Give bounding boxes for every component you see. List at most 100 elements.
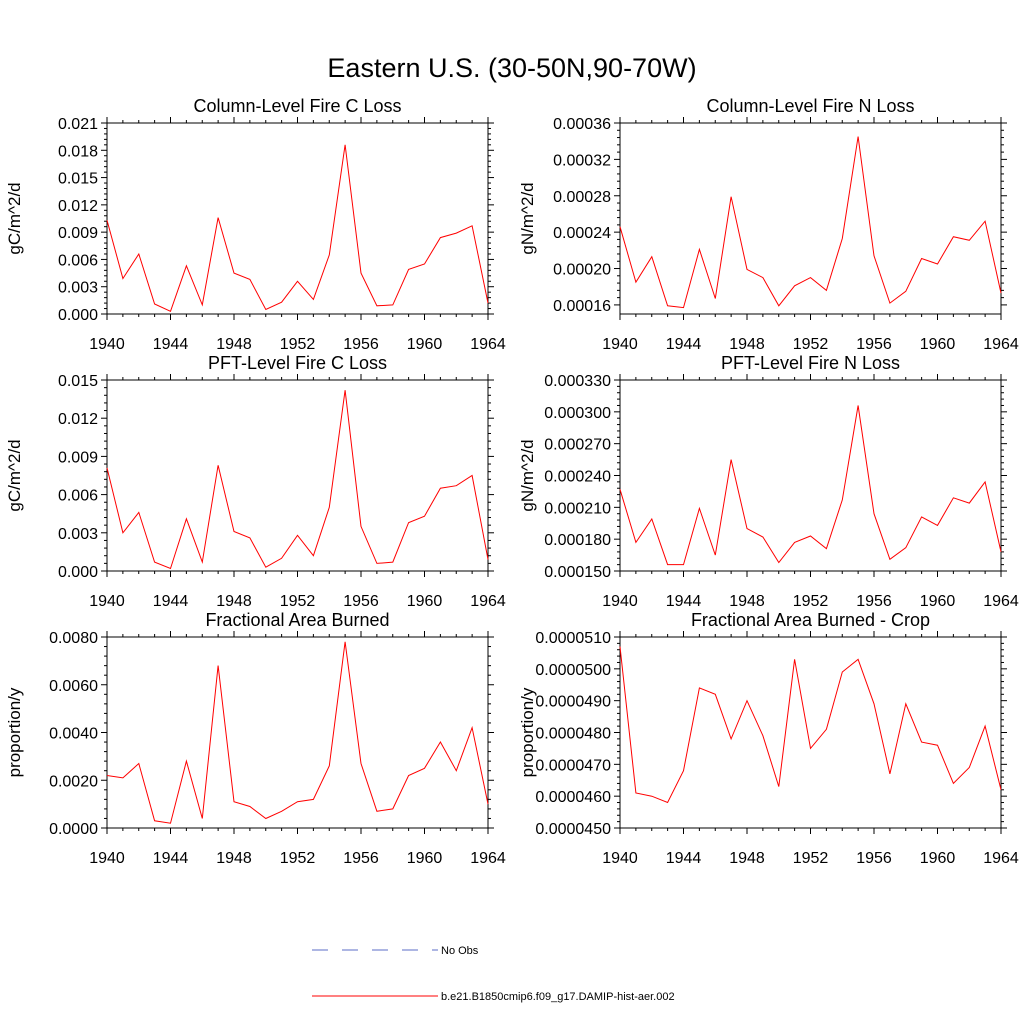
y-tick-label: 0.000330 bbox=[544, 373, 611, 390]
y-tick-label: 0.000 bbox=[58, 307, 98, 324]
x-tick-label: 1952 bbox=[280, 850, 316, 867]
x-tick-label: 1960 bbox=[920, 336, 956, 353]
x-tick-label: 1948 bbox=[216, 850, 252, 867]
panel-title: PFT-Level Fire C Loss bbox=[208, 353, 387, 373]
y-tick-label: 0.0000460 bbox=[535, 789, 611, 806]
y-tick-label: 0.0000470 bbox=[535, 757, 611, 774]
y-tick-label: 0.009 bbox=[58, 449, 98, 466]
series-line bbox=[619, 646, 1002, 804]
y-tick-label: 0.0000510 bbox=[535, 630, 611, 647]
y-tick-label: 0.000300 bbox=[544, 405, 611, 422]
x-tick-label: 1956 bbox=[343, 593, 379, 610]
x-tick-label: 1944 bbox=[153, 593, 189, 610]
x-tick-label: 1944 bbox=[153, 850, 189, 867]
x-tick-label: 1940 bbox=[89, 336, 125, 353]
plot-frame bbox=[106, 379, 489, 572]
y-axis-label: proportion/y bbox=[518, 687, 537, 777]
x-tick-label: 1952 bbox=[793, 593, 829, 610]
y-tick-label: 0.006 bbox=[58, 488, 98, 505]
y-tick-label: 0.0000480 bbox=[535, 726, 611, 743]
y-axis-label: proportion/y bbox=[5, 687, 24, 777]
y-tick-label: 0.0000450 bbox=[535, 821, 611, 838]
x-tick-label: 1948 bbox=[729, 336, 765, 353]
panel-title: Fractional Area Burned - Crop bbox=[691, 610, 930, 630]
y-tick-label: 0.000 bbox=[58, 564, 98, 581]
y-tick-label: 0.015 bbox=[58, 171, 98, 188]
y-tick-label: 0.00020 bbox=[553, 262, 611, 279]
y-tick-label: 0.000270 bbox=[544, 437, 611, 454]
y-axis-label: gC/m^2/d bbox=[5, 182, 24, 254]
x-tick-label: 1944 bbox=[666, 336, 702, 353]
x-tick-label: 1964 bbox=[470, 593, 506, 610]
y-tick-label: 0.00016 bbox=[553, 298, 611, 315]
series-line bbox=[619, 136, 1002, 309]
x-tick-label: 1964 bbox=[470, 850, 506, 867]
plot-frame bbox=[619, 636, 1002, 829]
y-axis-label: gC/m^2/d bbox=[5, 439, 24, 511]
y-tick-label: 0.0080 bbox=[49, 630, 98, 647]
x-tick-label: 1964 bbox=[983, 336, 1019, 353]
y-tick-label: 0.000150 bbox=[544, 564, 611, 581]
series-line bbox=[106, 144, 489, 312]
panel-title: PFT-Level Fire N Loss bbox=[721, 353, 900, 373]
x-tick-label: 1952 bbox=[793, 850, 829, 867]
x-tick-label: 1956 bbox=[856, 593, 892, 610]
y-tick-label: 0.0040 bbox=[49, 726, 98, 743]
y-tick-label: 0.0060 bbox=[49, 678, 98, 695]
x-tick-label: 1952 bbox=[280, 336, 316, 353]
y-tick-label: 0.003 bbox=[58, 526, 98, 543]
chart-panel-pft-n: PFT-Level Fire N Loss 0.000150 0.000180 0.0… bbox=[518, 353, 1019, 610]
chart-panel-column-n: Column-Level Fire N Loss 0.00016 0.00020 0.… bbox=[518, 96, 1019, 353]
x-tick-label: 1952 bbox=[793, 336, 829, 353]
x-tick-label: 1960 bbox=[407, 593, 443, 610]
y-tick-label: 0.000240 bbox=[544, 469, 611, 486]
x-tick-label: 1944 bbox=[666, 850, 702, 867]
y-tick-label: 0.012 bbox=[58, 198, 98, 215]
chart-panel-area-burned: Fractional Area Burned 0.0000 0.0020 0.0040… bbox=[5, 610, 506, 867]
y-tick-label: 0.00032 bbox=[553, 152, 611, 169]
y-tick-label: 0.003 bbox=[58, 280, 98, 297]
plot-frame bbox=[619, 379, 1002, 572]
panel-title: Fractional Area Burned bbox=[205, 610, 389, 630]
series-line bbox=[106, 390, 489, 570]
x-tick-label: 1940 bbox=[89, 850, 125, 867]
x-tick-label: 1964 bbox=[983, 850, 1019, 867]
legend-label-model-run: b.e21.B1850cmip6.f09_g17.DAMIP-hist-aer.… bbox=[441, 991, 675, 1003]
x-tick-label: 1940 bbox=[602, 593, 638, 610]
y-tick-label: 0.012 bbox=[58, 411, 98, 428]
y-tick-label: 0.0020 bbox=[49, 773, 98, 790]
x-tick-label: 1940 bbox=[602, 336, 638, 353]
x-tick-label: 1952 bbox=[280, 593, 316, 610]
y-tick-label: 0.006 bbox=[58, 252, 98, 269]
chart-panel-area-burned-crop: Fractional Area Burned - Crop 0.0000450 0.… bbox=[518, 610, 1019, 867]
chart-panel-column-c: Column-Level Fire C Loss 0.000 0.003 0.006 0… bbox=[5, 96, 506, 353]
chart-panel-pft-c: PFT-Level Fire C Loss 0.000 0.003 0.006 0.00… bbox=[5, 353, 506, 610]
series-line bbox=[106, 641, 489, 824]
y-tick-label: 0.021 bbox=[58, 116, 98, 133]
panel-title: Column-Level Fire N Loss bbox=[706, 96, 914, 116]
y-tick-label: 0.00024 bbox=[553, 225, 611, 242]
x-tick-label: 1948 bbox=[216, 336, 252, 353]
plot-frame bbox=[106, 122, 489, 315]
y-tick-label: 0.000210 bbox=[544, 500, 611, 517]
y-axis-label: gN/m^2/d bbox=[518, 182, 537, 254]
series-line bbox=[619, 405, 1002, 566]
plot-frame bbox=[619, 122, 1002, 315]
x-tick-label: 1944 bbox=[153, 336, 189, 353]
x-tick-label: 1944 bbox=[666, 593, 702, 610]
y-tick-label: 0.0000500 bbox=[535, 662, 611, 679]
x-tick-label: 1948 bbox=[216, 593, 252, 610]
x-tick-label: 1960 bbox=[407, 850, 443, 867]
y-tick-label: 0.00036 bbox=[553, 116, 611, 133]
x-tick-label: 1964 bbox=[983, 593, 1019, 610]
x-tick-label: 1964 bbox=[470, 336, 506, 353]
x-tick-label: 1948 bbox=[729, 593, 765, 610]
y-tick-label: 0.0000 bbox=[49, 821, 98, 838]
x-tick-label: 1956 bbox=[856, 850, 892, 867]
x-tick-label: 1948 bbox=[729, 850, 765, 867]
x-tick-label: 1956 bbox=[856, 336, 892, 353]
y-axis-label: gN/m^2/d bbox=[518, 439, 537, 511]
plot-frame bbox=[106, 636, 489, 829]
x-tick-label: 1960 bbox=[920, 593, 956, 610]
